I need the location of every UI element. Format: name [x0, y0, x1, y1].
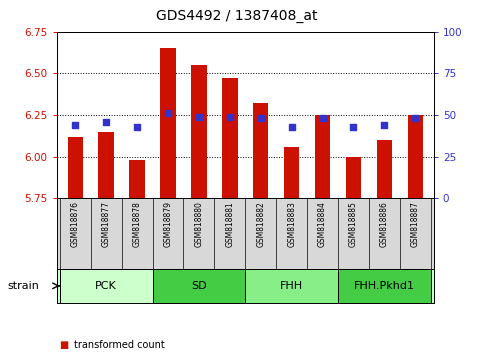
Text: SD: SD — [191, 281, 207, 291]
Bar — [160, 48, 176, 198]
Text: strain: strain — [7, 281, 39, 291]
Bar — [191, 65, 207, 198]
Point — [133, 124, 141, 130]
Text: FHH.Pkhd1: FHH.Pkhd1 — [354, 281, 415, 291]
Text: GSM818882: GSM818882 — [256, 201, 265, 247]
Bar — [346, 156, 361, 198]
Bar — [315, 115, 330, 198]
Text: GSM818887: GSM818887 — [411, 201, 420, 247]
Bar — [253, 103, 269, 198]
Point — [318, 115, 326, 121]
Point — [195, 114, 203, 120]
Text: FHH: FHH — [280, 281, 303, 291]
Point — [381, 122, 388, 128]
Bar — [60, 269, 152, 303]
Bar — [338, 269, 431, 303]
Text: GSM818886: GSM818886 — [380, 201, 389, 247]
Point — [350, 124, 357, 130]
Bar — [377, 140, 392, 198]
Text: GSM818878: GSM818878 — [133, 201, 141, 247]
Text: GSM818881: GSM818881 — [225, 201, 234, 247]
Bar — [408, 115, 423, 198]
Text: GSM818879: GSM818879 — [164, 201, 173, 247]
Bar — [222, 79, 238, 198]
Text: GSM818876: GSM818876 — [70, 201, 80, 247]
Text: GDS4492 / 1387408_at: GDS4492 / 1387408_at — [156, 9, 317, 23]
Point — [411, 115, 419, 121]
Text: transformed count: transformed count — [74, 340, 165, 350]
Point — [257, 115, 265, 121]
Text: ■: ■ — [59, 340, 69, 350]
Point — [71, 122, 79, 128]
Bar — [152, 269, 246, 303]
Text: GSM818877: GSM818877 — [102, 201, 110, 247]
Text: GSM818880: GSM818880 — [194, 201, 204, 247]
Point — [102, 119, 110, 125]
Bar — [245, 269, 338, 303]
Bar — [99, 132, 114, 198]
Bar — [284, 147, 299, 198]
Bar — [129, 160, 145, 198]
Point — [226, 114, 234, 120]
Text: GSM818884: GSM818884 — [318, 201, 327, 247]
Text: PCK: PCK — [95, 281, 117, 291]
Text: GSM818883: GSM818883 — [287, 201, 296, 247]
Point — [288, 124, 296, 130]
Point — [164, 110, 172, 116]
Text: GSM818885: GSM818885 — [349, 201, 358, 247]
Bar — [68, 137, 83, 198]
